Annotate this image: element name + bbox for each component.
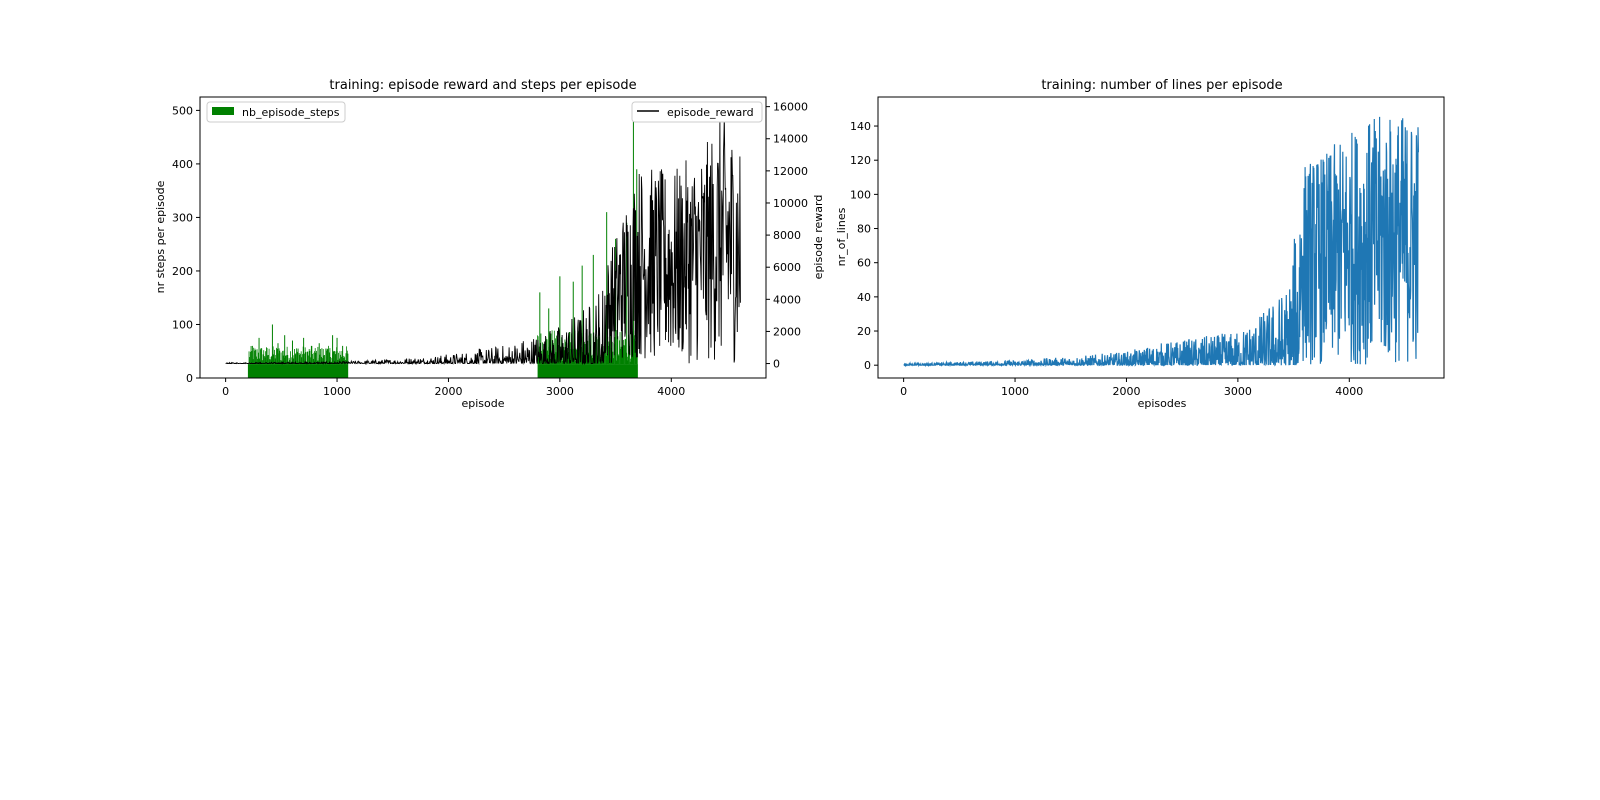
y-right-tick-label: 14000 bbox=[773, 133, 808, 146]
x-tick-label: 2000 bbox=[1112, 385, 1140, 398]
reward-legend: episode_reward bbox=[631, 101, 763, 123]
reward-steps-axes-frame bbox=[199, 96, 767, 379]
lines-x-ticks: 0 1000 2000 3000 4000 bbox=[900, 378, 1363, 398]
x-tick-label: 0 bbox=[900, 385, 907, 398]
y-right-tick-label: 6000 bbox=[773, 261, 801, 274]
y-right-tick-label: 0 bbox=[773, 358, 780, 371]
reward-steps-x-axis-label: episode bbox=[461, 397, 504, 410]
x-tick-label: 4000 bbox=[1335, 385, 1363, 398]
steps-legend-swatch bbox=[212, 107, 234, 115]
y-tick-label: 200 bbox=[172, 265, 193, 278]
y-right-tick-label: 12000 bbox=[773, 165, 808, 178]
lines-y-axis-label: nr_of_lines bbox=[835, 207, 848, 266]
nr-of-lines-line bbox=[903, 116, 1419, 368]
y-tick-label: 100 bbox=[850, 188, 871, 201]
x-tick-label: 1000 bbox=[323, 385, 351, 398]
y-right-tick-label: 16000 bbox=[773, 101, 808, 114]
lines-y-ticks: 0 20 40 60 80 100 120 140 bbox=[850, 120, 878, 372]
y-right-tick-label: 2000 bbox=[773, 325, 801, 338]
steps-legend: nb_episode_steps bbox=[206, 101, 346, 123]
reward-steps-right-y-axis-label: episode reward bbox=[812, 195, 825, 280]
lines-axes-frame bbox=[877, 96, 1445, 379]
reward-steps-left-y-axis-label: nr steps per episode bbox=[154, 180, 167, 293]
x-tick-label: 3000 bbox=[546, 385, 574, 398]
reward-steps-title: training: episode reward and steps per e… bbox=[329, 78, 636, 93]
y-tick-label: 140 bbox=[850, 120, 871, 133]
y-tick-label: 40 bbox=[857, 291, 871, 304]
x-tick-label: 3000 bbox=[1224, 385, 1252, 398]
y-tick-label: 0 bbox=[864, 359, 871, 372]
reward-steps-x-ticks: 0 1000 2000 3000 4000 bbox=[222, 378, 685, 398]
steps-legend-box bbox=[206, 101, 346, 123]
y-tick-label: 500 bbox=[172, 104, 193, 117]
reward-steps-plot-area bbox=[225, 115, 741, 378]
reward-steps-chart: 0 1000 2000 3000 4000 0 100 200 300 400 500 0 2000… bbox=[154, 78, 825, 410]
lines-plot-area bbox=[903, 116, 1419, 368]
y-tick-label: 100 bbox=[172, 318, 193, 331]
steps-bar-block bbox=[247, 364, 349, 378]
y-tick-label: 120 bbox=[850, 154, 871, 167]
x-tick-label: 2000 bbox=[434, 385, 462, 398]
y-tick-label: 0 bbox=[186, 372, 193, 385]
reward-legend-box bbox=[631, 101, 763, 123]
lines-x-axis-label: episodes bbox=[1138, 397, 1187, 410]
x-tick-label: 0 bbox=[222, 385, 229, 398]
y-right-tick-label: 10000 bbox=[773, 197, 808, 210]
reward-steps-left-y-ticks: 0 100 200 300 400 500 bbox=[172, 104, 200, 385]
reward-legend-label: episode_reward bbox=[667, 106, 754, 119]
y-tick-label: 300 bbox=[172, 211, 193, 224]
y-tick-label: 400 bbox=[172, 158, 193, 171]
lines-chart: 0 1000 2000 3000 4000 0 20 40 60 80 100 120 140 tra… bbox=[835, 78, 1445, 410]
episode-reward-line bbox=[225, 115, 741, 366]
steps-bar-block bbox=[537, 364, 638, 378]
y-tick-label: 60 bbox=[857, 257, 871, 270]
lines-title: training: number of lines per episode bbox=[1041, 78, 1282, 93]
y-right-tick-label: 8000 bbox=[773, 229, 801, 242]
x-tick-label: 1000 bbox=[1001, 385, 1029, 398]
y-tick-label: 20 bbox=[857, 325, 871, 338]
y-right-tick-label: 4000 bbox=[773, 293, 801, 306]
steps-legend-label: nb_episode_steps bbox=[242, 106, 340, 119]
reward-steps-right-y-ticks: 0 2000 4000 6000 8000 10000 12000 14000 16000 bbox=[766, 101, 808, 371]
y-tick-label: 80 bbox=[857, 223, 871, 236]
x-tick-label: 4000 bbox=[657, 385, 685, 398]
